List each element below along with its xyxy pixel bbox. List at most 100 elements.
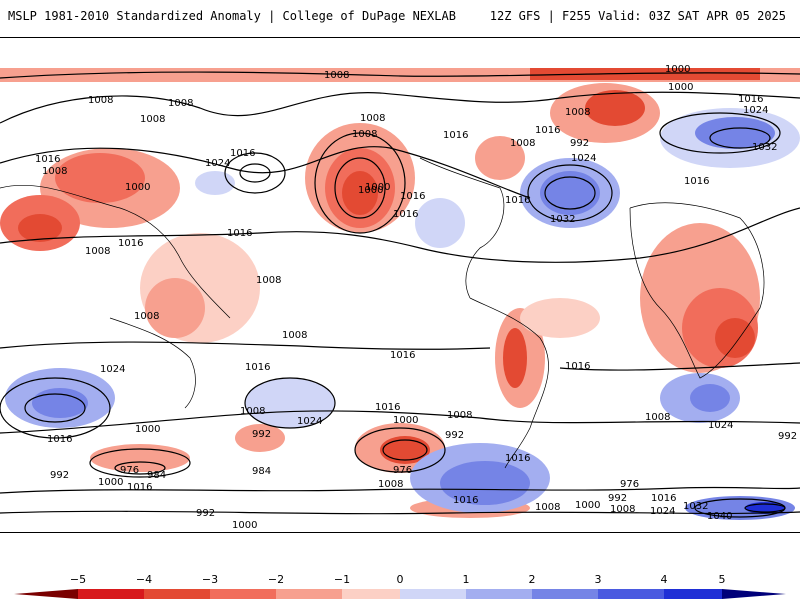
map-title: MSLP 1981-2010 Standardized Anomaly | Co… (8, 9, 456, 23)
isobar-label: 1008 (134, 311, 159, 322)
isobar-label: 1000 (665, 64, 690, 75)
isobar-label: 1008 (360, 113, 385, 124)
isobar-label: 1016 (390, 350, 415, 361)
isobar-label: 1000 (668, 82, 693, 93)
isobar-label: 1016 (565, 361, 590, 372)
isobar-label: 992 (252, 429, 271, 440)
colorbar-tick: −3 (202, 573, 218, 586)
isobar-label: 1016 (230, 148, 255, 159)
isobar-label: 992 (778, 431, 797, 442)
colorbar-tick: 4 (661, 573, 668, 586)
isobar-label: 1024 (743, 105, 768, 116)
isobar-label: 1008 (282, 330, 307, 341)
isobar-label: 992 (608, 493, 627, 504)
colorbar-tick: −2 (268, 573, 284, 586)
colorbar-seg-pos1 (400, 589, 466, 599)
isobar-label: 976 (620, 479, 639, 490)
isobar-label: 1008 (88, 95, 113, 106)
isobar-label: 1008 (256, 275, 281, 286)
isobar-label: 976 (393, 465, 412, 476)
isobar-label: 1000 (135, 424, 160, 435)
isobar-label: 1032 (550, 214, 575, 225)
isobar-label: 1008 (565, 107, 590, 118)
isobar-label: 1008 (447, 410, 472, 421)
isobar-label: 1008 (378, 479, 403, 490)
coastlines (0, 157, 765, 469)
isobar-label: 1016 (443, 130, 468, 141)
isobar-label: 1000 (393, 415, 418, 426)
isobar-label: 1008 (42, 166, 67, 177)
isobar-label: 1008 (140, 114, 165, 125)
isobar-label: 1016 (505, 453, 530, 464)
isobar-label: 1024 (571, 153, 596, 164)
colorbar-seg-neg2 (276, 589, 342, 599)
colorbar-seg-pos2 (466, 589, 532, 599)
isobar-label: 976 (120, 465, 139, 476)
colorbar-seg-neg3 (210, 589, 276, 599)
colorbar: −5 −4 −3 −2 −1 0 1 2 3 4 5 (0, 570, 800, 600)
isobar-label: 1000 (232, 520, 257, 531)
isobar-label: 1024 (297, 416, 322, 427)
isobar-label: 1016 (118, 238, 143, 249)
colorbar-low-arrow (14, 589, 78, 599)
isobar-label: 1016 (400, 191, 425, 202)
colorbar-tick: 5 (719, 573, 726, 586)
isobar-label: 1016 (453, 495, 478, 506)
isobar-label: 1016 (47, 434, 72, 445)
isobar-labels: 1008 1008 1008 1008 1016 1016 1008 1000 … (35, 64, 797, 531)
isobar-label: 1016 (505, 195, 530, 206)
isobar-label: 1008 (85, 246, 110, 257)
colorbar-seg-pos4 (598, 589, 664, 599)
colorbar-tick: −5 (70, 573, 86, 586)
isobar-label: 1016 (245, 362, 270, 373)
isobar-label: 1008 (324, 70, 349, 81)
isobar-label: 1000 (365, 182, 390, 193)
isobar-label: 1016 (535, 125, 560, 136)
colorbar-seg-neg1 (342, 589, 400, 599)
isobar-label: 1024 (205, 158, 230, 169)
isobar-contours (0, 71, 800, 518)
model-run-info: 12Z GFS | F255 Valid: 03Z SAT APR 05 202… (489, 9, 786, 23)
isobar-label: 984 (252, 466, 271, 477)
isobar-label: 1000 (98, 477, 123, 488)
isobar-label: 1016 (738, 94, 763, 105)
negative-anomaly-shading (0, 68, 800, 518)
isobar-label: 1024 (650, 506, 675, 517)
isobar-label: 984 (147, 470, 166, 481)
colorbar-high-arrow (722, 589, 786, 599)
colorbar-tick: −4 (136, 573, 152, 586)
isobar-label: 1008 (240, 406, 265, 417)
colorbar-tick: 1 (463, 573, 470, 586)
isobar-label: 1024 (708, 420, 733, 431)
colorbar-tick: 0 (397, 573, 404, 586)
isobar-label: 1032 (683, 501, 708, 512)
map-header: MSLP 1981-2010 Standardized Anomaly | Co… (0, 0, 800, 36)
colorbar-seg-pos3 (532, 589, 598, 599)
isobar-label: 1016 (227, 228, 252, 239)
isobar-label: 1008 (645, 412, 670, 423)
colorbar-svg: −5 −4 −3 −2 −1 0 1 2 3 4 5 (14, 573, 786, 599)
isobar-label: 1008 (510, 138, 535, 149)
isobar-label: 1016 (375, 402, 400, 413)
positive-anomaly-shading (5, 108, 800, 520)
isobar-label: 1008 (352, 129, 377, 140)
isobar-label: 1008 (168, 98, 193, 109)
colorbar-seg-neg4 (144, 589, 210, 599)
colorbar-tick: −1 (334, 573, 350, 586)
isobar-label: 1000 (125, 182, 150, 193)
isobar-label: 992 (445, 430, 464, 441)
isobar-label: 1000 (358, 185, 383, 196)
isobar-label: 1016 (393, 209, 418, 220)
isobar-label: 1008 (535, 502, 560, 513)
colorbar-tick: 2 (529, 573, 536, 586)
isobar-label: 992 (50, 470, 69, 481)
isobar-label: 992 (196, 508, 215, 519)
isobar-label: 1016 (35, 154, 60, 165)
isobar-label: 1016 (127, 482, 152, 493)
colorbar-seg-pos5 (664, 589, 722, 599)
isobar-label: 1016 (684, 176, 709, 187)
isobar-label: 1024 (100, 364, 125, 375)
map-svg: 1008 1008 1008 1008 1016 1016 1008 1000 … (0, 64, 800, 531)
isobar-label: 1032 (752, 142, 777, 153)
isobar-label: 1008 (610, 504, 635, 515)
